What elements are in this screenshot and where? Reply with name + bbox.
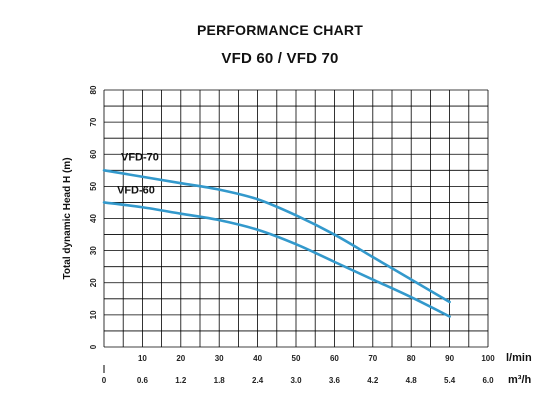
x2-tick-label: 3.6 <box>329 376 341 385</box>
x-tick-label: 50 <box>292 354 301 363</box>
series-line-vfd-70 <box>102 169 451 304</box>
x-tick-label: 80 <box>407 354 416 363</box>
x-tick-label: 90 <box>445 354 454 363</box>
x2-tick-label: 0 <box>102 376 107 385</box>
x2-tick-label: 5.4 <box>444 376 456 385</box>
x2-tick-label: 4.8 <box>406 376 418 385</box>
x2-tick-label: 3.0 <box>290 376 302 385</box>
chart-title: PERFORMANCE CHART <box>197 22 363 38</box>
y-tick-label: 60 <box>89 149 98 158</box>
y-tick-label: 10 <box>89 310 98 319</box>
x-tick-label: 30 <box>215 354 224 363</box>
x2-tick-label: 2.4 <box>252 376 264 385</box>
x-tick-label: 40 <box>253 354 262 363</box>
x2-tick-label: 4.2 <box>367 376 379 385</box>
series-label-vfd-70: VFD-70 <box>121 151 159 163</box>
x-tick-label: 60 <box>330 354 339 363</box>
x2-tick-label: 1.2 <box>175 376 187 385</box>
x-tick-label: 70 <box>368 354 377 363</box>
y-tick-label: 20 <box>89 278 98 287</box>
y-tick-label: 30 <box>89 246 98 255</box>
x-tick-label: 20 <box>176 354 185 363</box>
x-axis-label: l/min <box>506 352 532 364</box>
series-label-vfd-60: VFD-60 <box>117 184 155 196</box>
y-axis-label: Total dynamic Head H (m) <box>62 157 73 279</box>
x2-tick-label: 6.0 <box>482 376 494 385</box>
x-tick-label: 100 <box>481 354 495 363</box>
x2-axis-label: m³/h <box>508 374 532 386</box>
y-tick-label: 80 <box>89 85 98 94</box>
x-tick-label: 10 <box>138 354 147 363</box>
series-line-vfd-60 <box>102 201 451 318</box>
chart-subtitle: VFD 60 / VFD 70 <box>221 50 339 67</box>
x2-tick-label: 0.6 <box>137 376 149 385</box>
y-tick-label: 50 <box>89 181 98 190</box>
y-tick-label: 40 <box>89 214 98 223</box>
y-tick-label: 70 <box>89 117 98 126</box>
x2-tick-label: 1.8 <box>214 376 226 385</box>
y-tick-label: 0 <box>89 344 98 349</box>
